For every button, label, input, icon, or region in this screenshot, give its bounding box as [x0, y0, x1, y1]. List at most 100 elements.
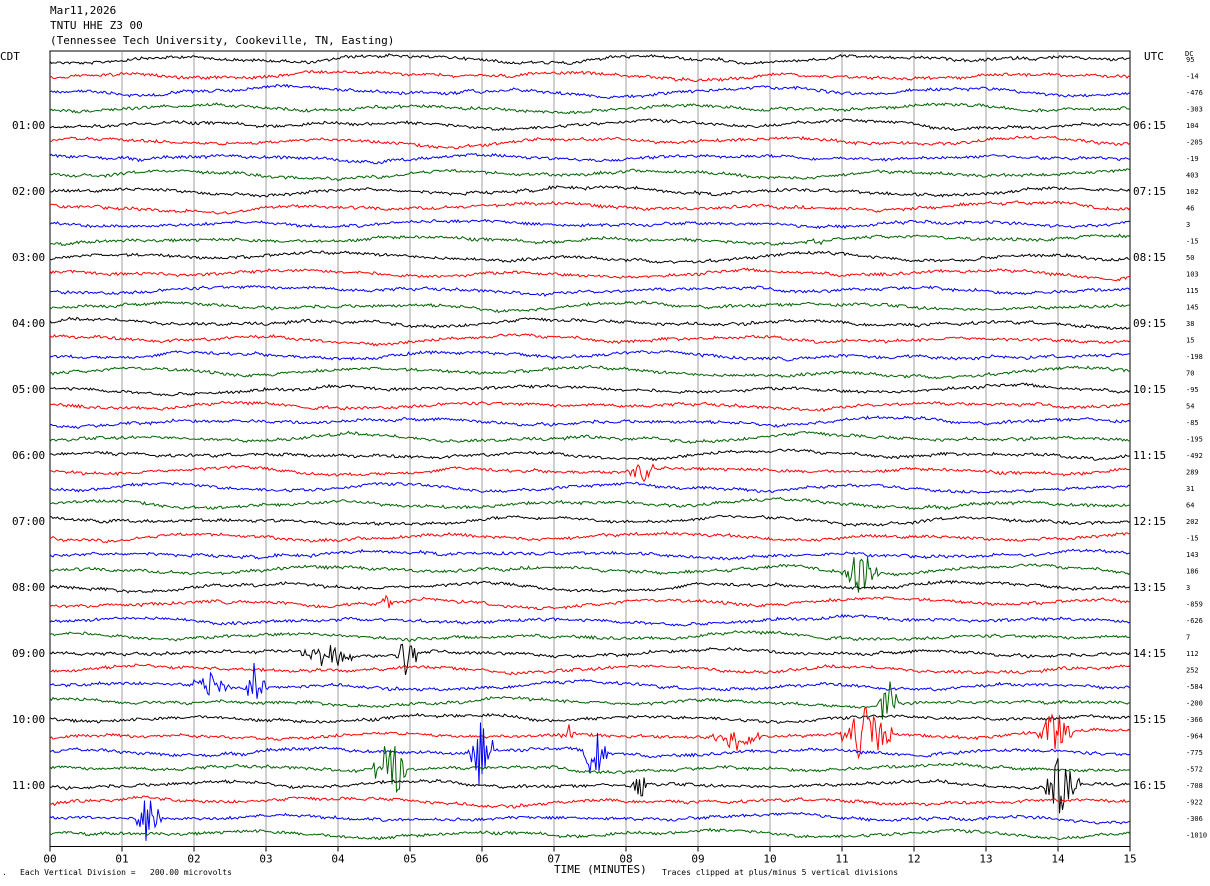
right-hour-label: 12:15 — [1133, 515, 1166, 528]
x-tick-label: 03 — [259, 853, 272, 866]
trace-row — [49, 712, 1131, 724]
clip-note: Traces clipped at plus/minus 5 vertical … — [662, 868, 899, 877]
dc-offset-label: 50 — [1186, 254, 1194, 262]
trace-row — [49, 53, 1131, 66]
trace-row — [49, 333, 1131, 347]
dc-offset-label: -775 — [1186, 749, 1203, 757]
x-axis-title: TIME (MINUTES) — [554, 863, 647, 876]
trace-row — [49, 300, 1131, 314]
station-code: TNTU HHE Z3 00 — [50, 19, 143, 32]
left-timezone-label: CDT — [0, 50, 20, 63]
trace-row — [49, 579, 1131, 594]
dc-offset-label: 3 — [1186, 584, 1190, 592]
dc-offset-label: -303 — [1186, 106, 1203, 114]
dc-offset-label: -15 — [1186, 535, 1199, 543]
x-tick-label: 01 — [115, 853, 128, 866]
left-hour-label: 09:00 — [12, 647, 45, 660]
footer-marker: . — [2, 868, 7, 877]
dc-offset-label: -1010 — [1186, 832, 1207, 840]
trace-row — [49, 800, 1131, 841]
dc-offset-label: -95 — [1186, 386, 1199, 394]
right-hour-label: 07:15 — [1133, 185, 1166, 198]
trace-row — [49, 795, 1131, 809]
trace-row — [49, 613, 1131, 627]
trace-row — [49, 316, 1131, 330]
dc-offset-label: -584 — [1186, 683, 1203, 691]
dc-offset-label: 103 — [1186, 271, 1199, 279]
dc-offset-label: -200 — [1186, 700, 1203, 708]
dc-offset-label: 143 — [1186, 551, 1199, 559]
right-hour-label: 08:15 — [1133, 251, 1166, 264]
trace-row — [49, 643, 1131, 676]
left-hour-label: 08:00 — [12, 581, 45, 594]
left-hour-label: 07:00 — [12, 515, 45, 528]
trace-row — [49, 233, 1131, 247]
scale-value: 200.00 microvolts — [150, 868, 232, 877]
left-hour-label: 01:00 — [12, 119, 45, 132]
x-tick-label: 00 — [43, 853, 56, 866]
dc-offset-label: 202 — [1186, 518, 1199, 526]
right-hour-label: 14:15 — [1133, 647, 1166, 660]
trace-row — [49, 758, 1131, 814]
trace-row — [49, 448, 1131, 462]
trace-row — [49, 83, 1131, 99]
left-hour-label: 06:00 — [12, 449, 45, 462]
trace-row — [49, 200, 1131, 215]
trace-row — [49, 135, 1131, 150]
trace-row — [49, 746, 1131, 794]
x-tick-label: 11 — [835, 853, 848, 866]
trace-row — [49, 481, 1131, 494]
dc-offset-label: 7 — [1186, 634, 1190, 642]
dc-offset-label: 15 — [1186, 337, 1194, 345]
dc-offset-label: -19 — [1186, 155, 1199, 163]
right-hour-label: 11:15 — [1133, 449, 1166, 462]
dc-offset-label: 95 — [1186, 56, 1194, 64]
right-hour-label: 09:15 — [1133, 317, 1166, 330]
dc-offset-label: -366 — [1186, 716, 1203, 724]
recording-date: Mar11,2026 — [50, 4, 117, 17]
x-tick-label: 13 — [979, 853, 992, 866]
dc-offset-label: 186 — [1186, 568, 1199, 576]
left-hour-label: 11:00 — [12, 779, 45, 792]
plot-frame — [49, 50, 1131, 847]
dc-offset-label: 54 — [1186, 403, 1194, 411]
trace-row — [49, 530, 1131, 544]
dc-offset-label: -859 — [1186, 601, 1203, 609]
trace-row — [49, 681, 1131, 720]
trace-row — [49, 496, 1131, 511]
trace-row — [49, 548, 1131, 561]
dc-offset-label: -922 — [1186, 799, 1203, 807]
x-tick-label: 14 — [1051, 853, 1065, 866]
trace-row — [49, 364, 1131, 380]
dc-offset-label: 38 — [1186, 320, 1194, 328]
dc-offset-label: 3 — [1186, 221, 1190, 229]
left-hour-label: 04:00 — [12, 317, 45, 330]
x-tick-label: 02 — [187, 853, 200, 866]
x-tick-label: 05 — [403, 853, 416, 866]
dc-offset-label: 145 — [1186, 304, 1199, 312]
x-tick-label: 07 — [547, 853, 560, 866]
trace-row — [49, 185, 1131, 198]
trace-row — [49, 630, 1131, 642]
x-tick-label: 12 — [907, 853, 920, 866]
dc-offset-label: -15 — [1186, 238, 1199, 246]
trace-row — [49, 556, 1131, 593]
dc-offset-label: -205 — [1186, 139, 1203, 147]
dc-offset-label: 46 — [1186, 205, 1194, 213]
trace-row — [49, 400, 1131, 413]
dc-offset-label: 102 — [1186, 188, 1199, 196]
dc-offset-label: -964 — [1186, 733, 1203, 741]
trace-row — [49, 250, 1131, 264]
right-hour-label: 13:15 — [1133, 581, 1166, 594]
dc-offset-label: 64 — [1186, 502, 1194, 510]
dc-offset-label: 104 — [1186, 122, 1199, 130]
trace-row — [50, 663, 1131, 676]
trace-row — [49, 463, 1131, 483]
dc-offset-label: 31 — [1186, 485, 1194, 493]
trace-row — [49, 415, 1131, 429]
station-location: (Tennessee Tech University, Cookeville, … — [50, 34, 395, 47]
trace-row — [49, 706, 1131, 760]
dc-offset-label: -14 — [1186, 73, 1199, 81]
trace-row — [49, 514, 1131, 527]
